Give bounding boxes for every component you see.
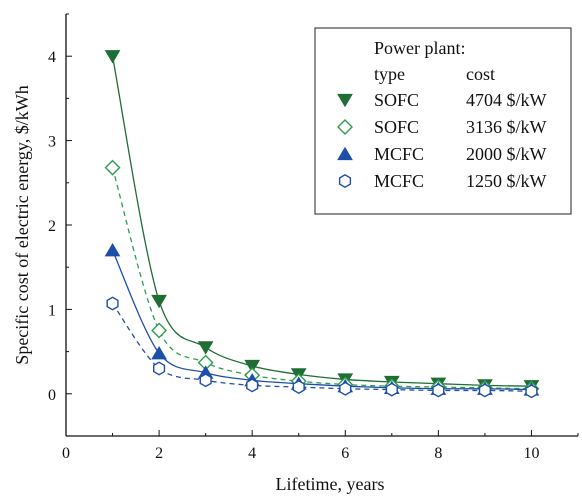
legend-cost-header: cost <box>466 64 495 84</box>
legend-row-1-marker <box>337 93 353 108</box>
x-tick-label: 0 <box>62 445 70 462</box>
legend-row-1: SOFC 4704 $/kW <box>337 90 547 110</box>
series-4-point <box>199 373 212 388</box>
series-4-point <box>292 380 305 395</box>
legend-row-4: MCFC 1250 $/kW <box>338 171 547 191</box>
y-tick-label: 2 <box>48 218 56 235</box>
series-2-point <box>151 322 168 339</box>
x-axis-title: Lifetime, years <box>276 474 385 494</box>
x-tick-label: 8 <box>434 445 442 462</box>
legend: Power plant: type cost SOFC 4704 $/kWSOFC… <box>314 27 572 215</box>
series-layer <box>104 50 540 399</box>
axes: 0 2 4 6 8 10 0 1 2 3 4 <box>48 13 579 462</box>
legend-row-2-marker <box>337 119 353 135</box>
series-4-point <box>478 383 491 398</box>
legend-row-1-type: SOFC <box>374 90 419 110</box>
legend-heading: Power plant: <box>374 38 466 58</box>
legend-row-3: MCFC 2000 $/kW <box>337 144 547 164</box>
x-tick-label: 2 <box>155 445 163 462</box>
series-4-point <box>153 361 166 376</box>
series-1-point <box>244 359 261 374</box>
legend-row-4-cost: 1250 $/kW <box>466 171 547 191</box>
legend-row-3-type: MCFC <box>374 144 424 164</box>
series-4-point <box>106 296 119 311</box>
y-axis-title: Specific cost of electric energy, $/kWh <box>12 85 32 364</box>
legend-row-3-marker <box>337 146 353 161</box>
y-tick-label: 0 <box>48 387 56 404</box>
y-tick-label: 3 <box>48 134 56 151</box>
series-1-point <box>197 341 214 355</box>
legend-row-4-type: MCFC <box>374 171 424 191</box>
legend-row-3-cost: 2000 $/kW <box>466 144 547 164</box>
series-4-point <box>525 384 538 399</box>
x-tick-label: 6 <box>341 445 349 462</box>
legend-type-header: type <box>374 64 405 84</box>
series-2-point <box>104 159 121 176</box>
legend-row-2-type: SOFC <box>374 117 419 137</box>
series-4 <box>106 296 538 399</box>
series-3-point <box>151 346 167 360</box>
series-4-point <box>432 383 445 398</box>
y-tick-label: 1 <box>48 302 56 319</box>
legend-row-4-marker <box>338 173 352 189</box>
legend-row-2-cost: 3136 $/kW <box>466 117 547 137</box>
series-1-point <box>104 50 121 64</box>
series-4-point <box>385 382 398 397</box>
series-4-point <box>246 378 259 393</box>
series-3 <box>104 243 540 396</box>
series-3-point <box>104 243 121 257</box>
x-tick-label: 10 <box>523 445 539 462</box>
series-1-point <box>151 294 167 309</box>
series-4-point <box>339 381 352 396</box>
series-3-line <box>111 250 532 391</box>
x-tick-label: 4 <box>248 445 256 462</box>
legend-row-2: SOFC 3136 $/kW <box>337 117 547 137</box>
y-tick-label: 4 <box>48 49 56 66</box>
legend-box <box>314 27 572 215</box>
series-4-line <box>112 303 532 392</box>
legend-row-1-cost: 4704 $/kW <box>466 90 547 110</box>
